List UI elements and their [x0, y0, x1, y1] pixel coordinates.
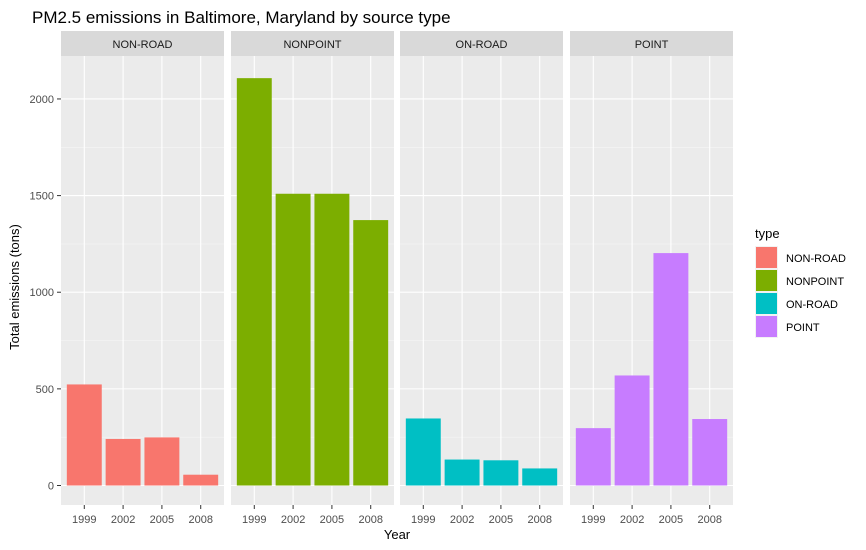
- facet-strip: [400, 31, 563, 56]
- facet-point: POINT: [570, 31, 733, 505]
- y-axis: 0 500 1000 1500 2000: [30, 94, 61, 493]
- facet-panels: NON-ROAD NONPOINT ON-ROAD POINT: [61, 31, 733, 505]
- x-tick-label: 1999: [581, 514, 605, 526]
- legend-swatch: [756, 247, 777, 268]
- bar-non-road-2002: [105, 438, 141, 486]
- legend-label: NONPOINT: [786, 276, 844, 288]
- x-axis: 1999 2002 2005 2008 1999 2002 2005 2008 1999 2002…: [72, 505, 722, 526]
- facet-strip-label: NONPOINT: [283, 39, 341, 51]
- x-tick-label: 1999: [411, 514, 435, 526]
- y-tick-label: 1000: [30, 287, 54, 299]
- chart-title: PM2.5 emissions in Baltimore, Maryland b…: [32, 8, 451, 27]
- x-tick-label: 2008: [358, 514, 382, 526]
- x-tick-label: 1999: [242, 514, 266, 526]
- bar-on-road-2002: [444, 459, 480, 486]
- bar-non-road-2005: [144, 437, 180, 486]
- x-tick-label: 2002: [281, 514, 305, 526]
- bar-non-road-1999: [66, 384, 102, 486]
- legend: type NON-ROAD NONPOINT ON-ROAD POINT: [755, 226, 846, 338]
- bar-nonpoint-1999: [236, 78, 272, 486]
- bar-point-1999: [575, 428, 611, 486]
- facet-on-road: ON-ROAD: [400, 31, 563, 505]
- legend-swatch: [756, 270, 777, 291]
- bar-nonpoint-2005: [314, 193, 350, 486]
- y-tick-label: 1500: [30, 191, 54, 203]
- legend-label: NON-ROAD: [786, 253, 846, 265]
- bar-non-road-2008: [183, 474, 219, 486]
- bar-point-2002: [614, 375, 650, 486]
- x-tick-label: 2005: [150, 514, 174, 526]
- y-tick-label: 0: [48, 481, 54, 493]
- facet-strip-label: ON-ROAD: [456, 39, 508, 51]
- x-tick-label: 2005: [320, 514, 344, 526]
- facet-non-road: NON-ROAD: [61, 31, 224, 505]
- y-tick-label: 2000: [30, 94, 54, 106]
- bar-on-road-2008: [522, 468, 558, 486]
- x-tick-label: 2005: [659, 514, 683, 526]
- bar-nonpoint-2002: [275, 193, 311, 486]
- facet-strip: [231, 31, 394, 56]
- facet-strip: [61, 31, 224, 56]
- facet-strip-label: POINT: [635, 39, 669, 51]
- x-tick-label: 2002: [111, 514, 135, 526]
- x-tick-label: 2005: [489, 514, 513, 526]
- legend-swatch: [756, 316, 777, 337]
- bar-point-2008: [692, 419, 728, 486]
- bar-on-road-1999: [405, 418, 441, 486]
- legend-label: ON-ROAD: [786, 299, 838, 311]
- y-tick-label: 500: [36, 384, 54, 396]
- facet-nonpoint: NONPOINT: [231, 31, 394, 505]
- legend-label: POINT: [786, 322, 820, 334]
- x-axis-label: Year: [384, 527, 411, 542]
- x-tick-label: 1999: [72, 514, 96, 526]
- facet-strip: [570, 31, 733, 56]
- x-tick-label: 2008: [697, 514, 721, 526]
- y-axis-label: Total emissions (tons): [7, 224, 22, 350]
- facet-strip-label: NON-ROAD: [113, 39, 173, 51]
- legend-swatch: [756, 293, 777, 314]
- x-tick-label: 2002: [620, 514, 644, 526]
- x-tick-label: 2002: [450, 514, 474, 526]
- bar-point-2005: [653, 253, 689, 486]
- bar-nonpoint-2008: [353, 220, 389, 486]
- x-tick-label: 2008: [527, 514, 551, 526]
- legend-title: type: [755, 226, 780, 241]
- bar-on-road-2005: [483, 460, 519, 486]
- x-tick-label: 2008: [188, 514, 212, 526]
